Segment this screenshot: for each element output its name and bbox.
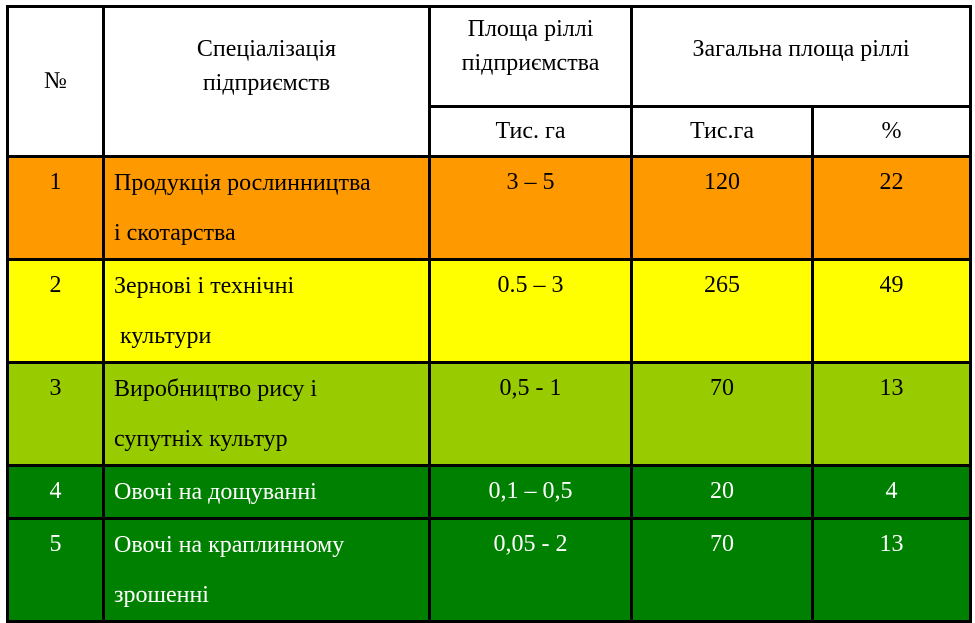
header-area-line1: Площа ріллі	[467, 16, 594, 42]
row-specialization-line1: Продукція рослинництва	[114, 170, 371, 196]
specialization-table: № Спеціалізація підприємств Площа ріллі …	[6, 5, 973, 623]
row-specialization-line1: Зернові і технічні	[114, 273, 295, 299]
table-row: 5 Овочі на краплинному зрошенні 0,05 - 2…	[6, 517, 973, 623]
row-area: 0.5 – 3	[428, 258, 633, 364]
row-specialization-line1: Виробництво рису і	[114, 376, 318, 402]
row-percent: 4	[810, 464, 973, 520]
header-specialization-line2: підприємств	[202, 70, 331, 96]
header-total-area: Загальна площа ріллі	[629, 5, 973, 108]
row-total: 70	[630, 517, 814, 623]
row-specialization: Зернові і технічні культури	[102, 258, 431, 364]
header-number-label: №	[44, 68, 67, 94]
row-total: 120	[630, 155, 814, 261]
row-number: 5	[6, 517, 105, 623]
row-specialization-line2: і скотарства	[114, 220, 236, 246]
row-number: 4	[6, 464, 105, 520]
row-specialization-line1: Овочі на краплинному	[114, 532, 345, 558]
header-enterprise-area: Площа ріллі підприємства	[428, 5, 633, 108]
row-specialization: Виробництво рису і супутніх культур	[102, 361, 431, 467]
row-percent: 13	[810, 361, 973, 467]
row-specialization: Овочі на дощуванні	[102, 464, 431, 520]
row-number: 1	[6, 155, 105, 261]
header-specialization-line1: Спеціалізація	[196, 36, 337, 62]
header-specialization: Спеціалізація підприємств	[102, 5, 431, 158]
header-number: №	[6, 5, 105, 158]
row-area: 3 – 5	[428, 155, 633, 261]
row-specialization-line2: культури	[120, 323, 212, 349]
table-row: 2 Зернові і технічні культури 0.5 – 3 26…	[6, 258, 973, 364]
row-percent: 22	[810, 155, 973, 261]
header-unit-percent: %	[810, 105, 973, 158]
table-row: 4 Овочі на дощуванні 0,1 – 0,5 20 4	[6, 464, 973, 520]
row-specialization-line2: супутніх культур	[114, 426, 288, 452]
table-subheader-row: Тис. га Тис.га %	[8, 105, 973, 158]
row-number: 3	[6, 361, 105, 467]
row-total: 70	[630, 361, 814, 467]
row-total: 265	[630, 258, 814, 364]
row-percent: 13	[810, 517, 973, 623]
header-unit-area: Тис. га	[428, 105, 633, 158]
row-specialization: Продукція рослинництва і скотарства	[102, 155, 431, 261]
row-specialization: Овочі на краплинному зрошенні	[102, 517, 431, 623]
header-area-line2: підприємства	[461, 50, 600, 76]
row-number: 2	[6, 258, 105, 364]
table-header-row: № Спеціалізація підприємств Площа ріллі …	[6, 5, 973, 158]
table-row: 1 Продукція рослинництва і скотарства 3 …	[6, 155, 973, 261]
row-area: 0,1 – 0,5	[428, 464, 633, 520]
row-specialization-line1: Овочі на дощуванні	[114, 479, 317, 505]
row-specialization-line2: зрошенні	[114, 582, 209, 608]
row-total: 20	[630, 464, 814, 520]
header-total-label: Загальна площа ріллі	[692, 36, 910, 62]
row-percent: 49	[810, 258, 973, 364]
table-row: 3 Виробництво рису і супутніх культур 0,…	[6, 361, 973, 467]
row-area: 0,5 - 1	[428, 361, 633, 467]
row-area: 0,05 - 2	[428, 517, 633, 623]
header-unit-total: Тис.га	[630, 105, 814, 158]
